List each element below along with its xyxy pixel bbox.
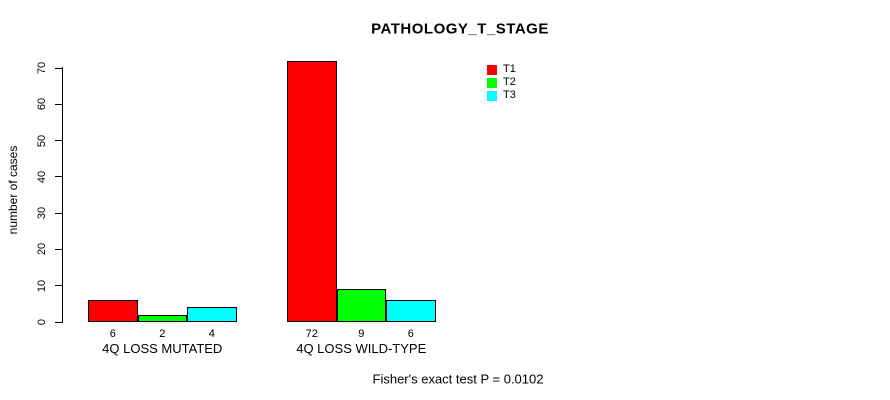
- y-axis-title: number of cases: [6, 145, 20, 235]
- bar-value-label: 6: [109, 328, 116, 340]
- y-axis-tick-label: 50: [36, 134, 48, 147]
- bar-t3-group2: [386, 300, 436, 322]
- y-axis-tick-label: 60: [36, 98, 48, 111]
- legend-swatch-t1: [487, 64, 497, 75]
- y-axis-tick: [55, 140, 62, 142]
- chart-title: PATHOLOGY_T_STAGE: [371, 20, 549, 38]
- bar-value-label: 72: [305, 328, 318, 340]
- x-axis-category-label: 4Q LOSS MUTATED: [102, 341, 223, 356]
- legend: T1 T2 T3: [487, 63, 516, 102]
- y-axis-tick-label: 20: [36, 243, 48, 256]
- bar-value-label: 2: [159, 328, 166, 340]
- bar-value-label: 6: [407, 328, 414, 340]
- bar-value-label: 4: [208, 328, 215, 340]
- y-axis-tick-label: 10: [36, 279, 48, 292]
- fisher-test-caption: Fisher's exact test P = 0.0102: [372, 371, 544, 387]
- legend-label: T1: [503, 63, 516, 75]
- legend-label: T3: [503, 89, 516, 101]
- legend-label: T2: [503, 76, 516, 88]
- bar-t2-group2: [336, 289, 386, 322]
- legend-swatch-t3: [487, 90, 497, 101]
- bar-t2-group1: [137, 314, 187, 322]
- legend-swatch-t2: [487, 77, 497, 88]
- y-axis-line: [62, 67, 63, 323]
- y-axis-tick: [55, 212, 62, 214]
- y-axis-tick-label: 70: [36, 61, 48, 75]
- y-axis-tick: [55, 321, 62, 323]
- y-axis-tick-label: 40: [36, 170, 48, 183]
- bar-value-label: 9: [358, 328, 365, 340]
- y-axis-tick-label: 0: [36, 318, 48, 326]
- y-axis-tick: [55, 285, 62, 287]
- y-axis-tick: [55, 176, 62, 178]
- legend-item: T3: [487, 89, 516, 102]
- x-axis-category-label: 4Q LOSS WILD-TYPE: [296, 341, 427, 356]
- legend-item: T2: [487, 76, 516, 89]
- y-axis-tick-label: 30: [36, 207, 48, 220]
- y-axis-tick: [55, 103, 62, 105]
- y-axis-tick: [55, 248, 62, 250]
- y-axis-tick: [55, 67, 62, 69]
- bar-t1-group1: [88, 300, 138, 322]
- bar-t3-group1: [187, 307, 237, 322]
- legend-item: T1: [487, 63, 516, 76]
- bar-t1-group2: [287, 60, 337, 322]
